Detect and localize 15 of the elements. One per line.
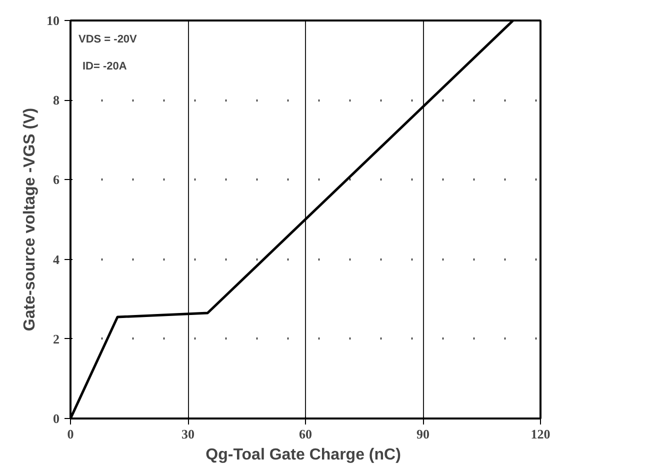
x-tick-label: 120 <box>530 426 550 442</box>
x-tick-label: 30 <box>182 426 194 442</box>
y-tick-label: 0 <box>53 411 60 426</box>
y-axis-title: Gate-source voltage -VGS (V) <box>22 108 38 332</box>
y-tick-label: 8 <box>53 92 60 108</box>
y-tick-label: 6 <box>53 172 60 188</box>
y-tick-label: 2 <box>53 331 60 346</box>
x-tick-label: 0 <box>67 426 74 442</box>
annotation: ID= -20A <box>82 60 127 72</box>
x-tick-label: 90 <box>416 426 430 442</box>
x-axis-title: Qg-Toal Gate Charge (nC) <box>206 446 401 464</box>
x-tick-label: 60 <box>299 426 312 442</box>
annotation: VDS = -20V <box>78 34 138 46</box>
y-tick-label: 4 <box>53 252 60 267</box>
y-tick-label: 10 <box>46 13 60 28</box>
